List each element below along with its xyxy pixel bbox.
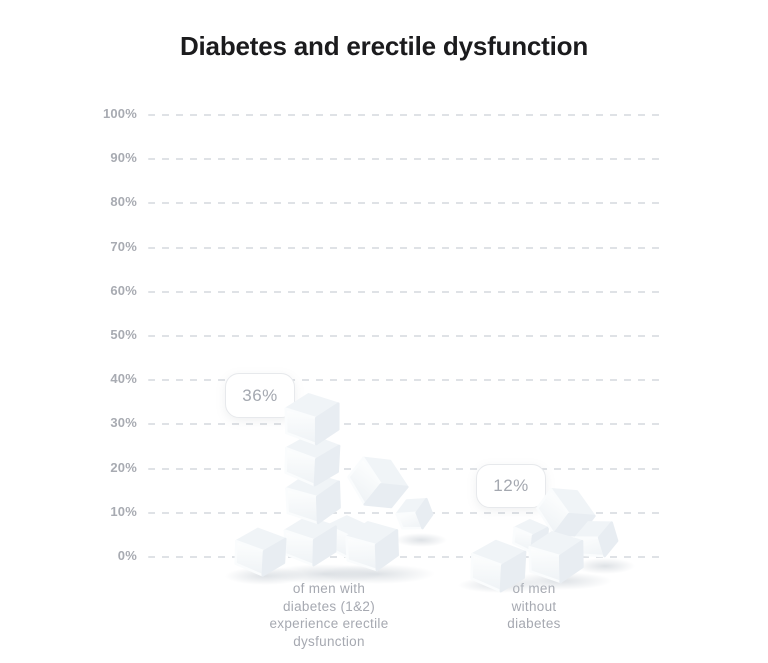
gridline-30 xyxy=(148,423,662,426)
gridline-100 xyxy=(148,114,662,116)
y-tick-label-60: 60% xyxy=(110,282,137,298)
gridline-60 xyxy=(148,290,662,293)
y-tick-label-80: 80% xyxy=(110,194,137,210)
gridline-90 xyxy=(148,158,662,161)
cube-shadow xyxy=(575,558,635,574)
y-tick-label-100: 100% xyxy=(102,106,137,121)
value-label-without-diabetes: 12% xyxy=(493,476,529,495)
sugar-cube-pile-with-diabetes xyxy=(225,393,447,585)
y-tick-label-30: 30% xyxy=(110,415,137,431)
value-badge-with-diabetes: 36% xyxy=(225,373,295,418)
category-label-without-diabetes: of men without diabetes xyxy=(507,581,561,631)
sugar-cube xyxy=(283,515,337,567)
value-badge-without-diabetes: 12% xyxy=(476,464,546,508)
cube-shadow xyxy=(319,564,435,584)
sugar-cube xyxy=(528,531,584,584)
y-tick-label-90: 90% xyxy=(110,150,137,166)
y-tick-label-70: 70% xyxy=(110,238,137,254)
y-tick-label-40: 40% xyxy=(110,371,137,387)
sugar-cube xyxy=(284,393,340,446)
category-label-with-diabetes: of men with diabetes (1&2) experience er… xyxy=(269,581,389,649)
y-tick-label-20: 20% xyxy=(110,459,137,475)
gridline-20 xyxy=(148,467,662,470)
y-tick-label-10: 10% xyxy=(110,503,137,519)
gridline-0 xyxy=(148,556,662,558)
gridline-40 xyxy=(148,379,662,382)
sugar-cube xyxy=(345,521,399,572)
gridline-50 xyxy=(148,335,662,337)
cube-shadow xyxy=(395,533,447,547)
chart-title: Diabetes and erectile dysfunction xyxy=(179,31,589,61)
sugar-cube xyxy=(470,539,527,593)
sugar-cube xyxy=(284,433,341,487)
sugar-cube xyxy=(347,456,409,509)
y-tick-label-0: 0% xyxy=(117,548,137,563)
sugar-cube xyxy=(395,498,434,530)
sugar-cube xyxy=(512,518,550,554)
sugar-cube xyxy=(234,527,287,577)
y-tick-label-50: 50% xyxy=(110,327,137,342)
gridline-70 xyxy=(148,246,662,249)
gridline-80 xyxy=(148,202,662,205)
value-label-with-diabetes: 36% xyxy=(242,385,278,405)
sugar-cube-pile-without-diabetes xyxy=(458,488,635,593)
